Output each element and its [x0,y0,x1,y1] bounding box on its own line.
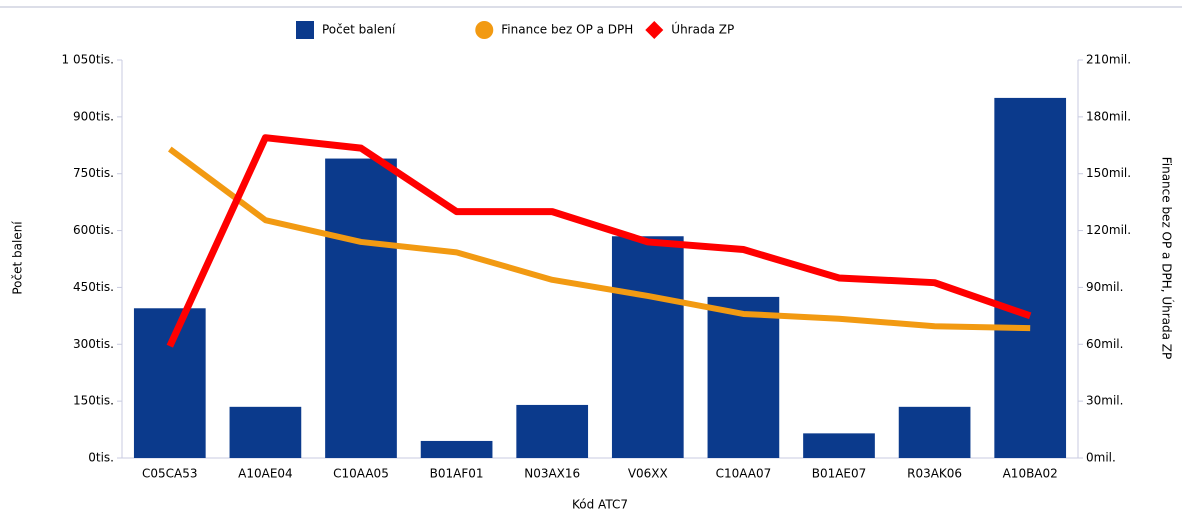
x-axis-label: Kód ATC7 [572,498,628,512]
y2-axis-label: Finance bez OP a DPH, Úhrada ZP [1160,157,1175,360]
legend-label: Počet balení [322,23,396,37]
x-tick-label: A10AE04 [238,467,293,481]
line [166,134,1032,348]
legend-swatch [296,21,314,39]
bar [325,158,397,459]
y-tick-label: 0tis. [88,451,114,465]
x-tick-label: B01AE07 [812,467,867,481]
legend-swatch [475,21,494,39]
y-tick-label: 450tis. [73,280,114,294]
bar [516,404,589,458]
x-tick-label: V06XX [628,467,668,481]
y-tick-label: 750tis. [73,166,114,180]
line [168,146,1031,332]
bar [133,308,206,458]
x-tick-label: C05CA53 [142,467,198,481]
x-tick-label: N03AX16 [524,467,580,481]
y2-tick-label: 180mil. [1086,109,1131,123]
y-tick-label: 300tis. [73,337,114,351]
y2-tick-label: 120mil. [1086,223,1131,237]
y2-tick-label: 30mil. [1086,394,1123,408]
bar [898,406,971,458]
bar [707,296,780,458]
x-tick-label: A10BA02 [1003,467,1058,481]
y-tick-label: 1 050tis. [62,53,114,67]
bar [229,406,302,458]
y2-tick-label: 210mil. [1086,53,1131,67]
x-tick-label: R03AK06 [907,467,962,481]
bar [420,440,493,458]
bar [803,433,875,458]
y-tick-label: 150tis. [73,394,114,408]
x-tick-label: C10AA05 [333,467,389,481]
y2-tick-label: 60mil. [1086,337,1123,351]
x-tick-label: C10AA07 [716,467,772,481]
y2-tick-label: 0mil. [1086,451,1116,465]
bar [994,97,1067,459]
legend-label: Finance bez OP a DPH [501,23,633,37]
y2-tick-label: 90mil. [1086,280,1123,294]
y-tick-label: 900tis. [73,109,114,123]
legend-label: Úhrada ZP [671,22,734,37]
bar [611,236,684,458]
x-tick-label: B01AF01 [430,467,484,481]
y-tick-label: 600tis. [73,223,114,237]
y2-tick-label: 150mil. [1086,166,1131,180]
legend-swatch [645,21,664,39]
y-axis-label: Počet balení [11,221,25,295]
